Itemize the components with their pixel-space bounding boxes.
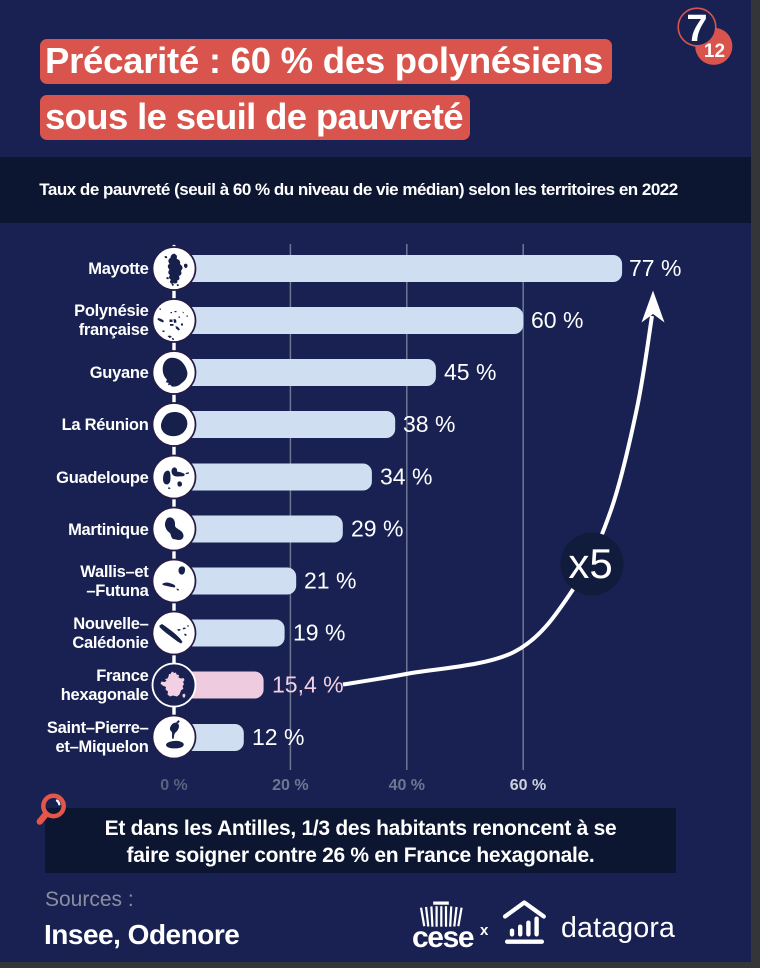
- svg-text:France: France: [96, 667, 148, 685]
- svg-text:x5: x5: [568, 540, 612, 587]
- svg-text:29 %: 29 %: [351, 516, 403, 542]
- svg-text:0 %: 0 %: [160, 777, 188, 794]
- svg-text:7: 7: [686, 8, 707, 50]
- svg-text:45 %: 45 %: [444, 359, 496, 385]
- svg-text:12 %: 12 %: [252, 724, 304, 750]
- svg-text:21 %: 21 %: [304, 568, 356, 594]
- svg-text:Martinique: Martinique: [68, 521, 149, 539]
- svg-text:Calédonie: Calédonie: [72, 634, 148, 652]
- svg-text:française: française: [79, 321, 149, 339]
- svg-text:34 %: 34 %: [380, 464, 432, 490]
- svg-text:cese: cese: [412, 921, 474, 954]
- svg-text:Guyane: Guyane: [90, 364, 149, 382]
- svg-text:Wallis–et: Wallis–et: [80, 563, 149, 581]
- svg-text:19 %: 19 %: [293, 620, 345, 646]
- svg-text:38 %: 38 %: [403, 411, 455, 437]
- svg-text:77 %: 77 %: [629, 255, 681, 281]
- svg-text:20 %: 20 %: [272, 777, 308, 794]
- svg-text:hexagonale: hexagonale: [61, 686, 149, 704]
- svg-text:Nouvelle–: Nouvelle–: [73, 615, 148, 633]
- svg-text:12: 12: [704, 41, 725, 62]
- svg-text:–Futuna: –Futuna: [86, 582, 149, 600]
- svg-text:Polynésie: Polynésie: [74, 302, 148, 320]
- svg-text:60 %: 60 %: [531, 307, 583, 333]
- svg-text:Guadeloupe: Guadeloupe: [56, 469, 148, 487]
- svg-text:15,4 %: 15,4 %: [272, 672, 344, 698]
- svg-text:datagora: datagora: [561, 912, 675, 944]
- svg-text:La Réunion: La Réunion: [62, 416, 149, 434]
- svg-text:40 %: 40 %: [389, 777, 425, 794]
- svg-text:Saint–Pierre–: Saint–Pierre–: [47, 719, 149, 737]
- svg-text:et–Miquelon: et–Miquelon: [56, 738, 149, 756]
- svg-text:x: x: [480, 922, 489, 939]
- svg-text:Mayotte: Mayotte: [88, 260, 148, 278]
- svg-text:60 %: 60 %: [510, 777, 546, 794]
